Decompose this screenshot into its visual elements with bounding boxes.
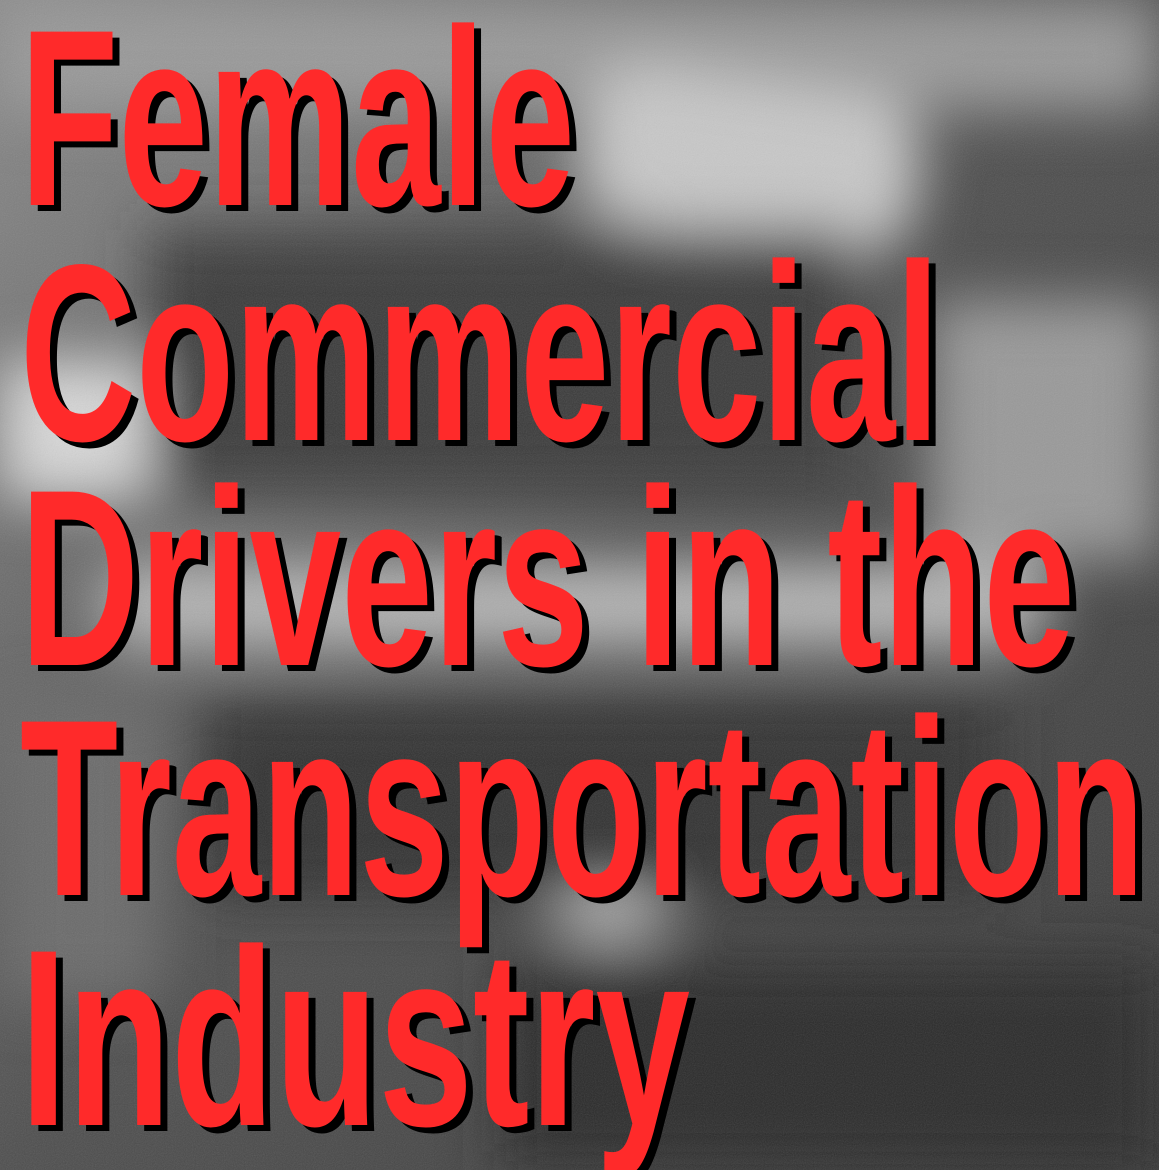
- title-line-shadow: Industry: [27, 904, 697, 1170]
- title-line-shadow: Transportation: [27, 674, 1152, 955]
- title-line: Industry: [20, 898, 690, 1170]
- title-line: Commercial: [20, 213, 940, 494]
- title-line-shadow: Commercial: [27, 219, 947, 500]
- title-line: Transportation: [20, 668, 1145, 949]
- title-line: Drivers in the: [20, 438, 1075, 719]
- title-line-shadow: Female: [27, 0, 582, 265]
- headline: Female Female Commercial Commercial Driv…: [20, 0, 1152, 1170]
- title-line: Female: [20, 0, 575, 259]
- title-line-shadow: Drivers in the: [27, 444, 1082, 725]
